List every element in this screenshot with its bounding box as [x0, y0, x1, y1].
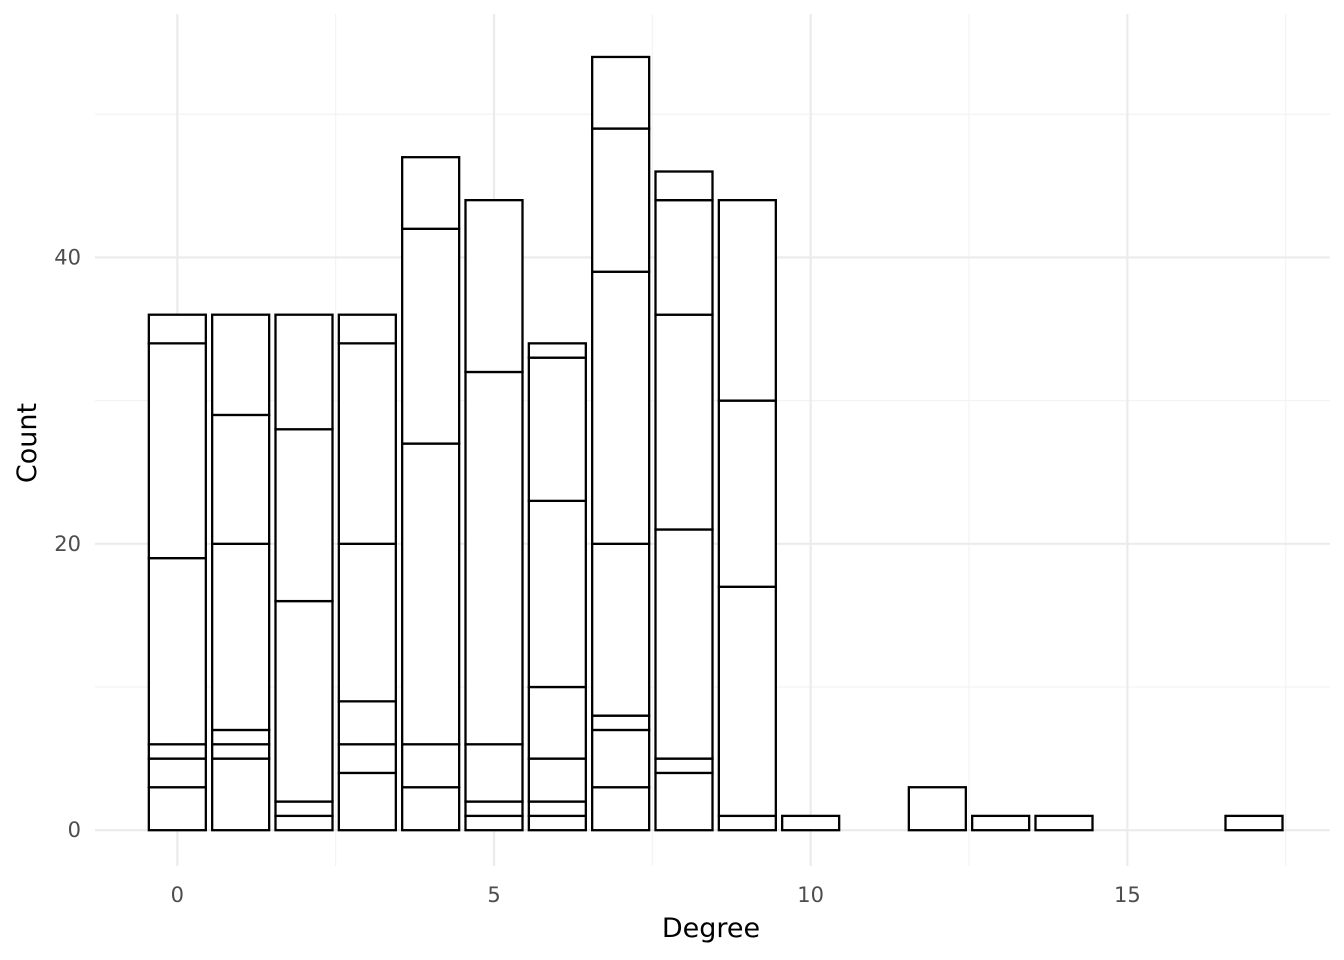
bar-segment [401, 442, 461, 746]
bar-stack [654, 170, 714, 832]
bar-segment [717, 199, 777, 402]
bar-segment [527, 814, 587, 832]
bar-stack [274, 313, 334, 832]
y-axis-title: Count [12, 403, 43, 483]
bar-stack [337, 313, 397, 832]
bar-segment [147, 786, 207, 832]
bars [147, 55, 1284, 832]
x-tick-label: 15 [1114, 883, 1141, 907]
bar-segment [591, 786, 651, 832]
bar-segment [654, 771, 714, 832]
bar-segment [654, 757, 714, 775]
y-tick-label: 40 [54, 245, 81, 269]
bar-segment [274, 313, 334, 431]
bar-segment [337, 313, 397, 345]
bar-stack [147, 313, 207, 832]
bar-segment [717, 585, 777, 818]
bar-segment [337, 771, 397, 832]
bar-segment [527, 757, 587, 803]
bar-stack [781, 814, 841, 832]
bar-segment [591, 127, 651, 273]
bar-segment [527, 356, 587, 503]
bar-segment [274, 814, 334, 832]
bar-segment [654, 528, 714, 760]
bar-segment [211, 743, 271, 760]
bar-segment [654, 170, 714, 202]
bar-segment [591, 728, 651, 789]
bar-segment [211, 757, 271, 832]
bar-stack [717, 199, 777, 832]
bar-segment [147, 743, 207, 760]
bar-segment [337, 743, 397, 775]
bar-segment [401, 156, 461, 230]
bar-stack [464, 199, 524, 832]
bar-segment [717, 399, 777, 588]
bar-segment [274, 800, 334, 818]
x-axis-title: Degree [662, 913, 760, 944]
bar-stack [971, 814, 1031, 832]
bar-stack [211, 313, 271, 832]
bar-segment [211, 413, 271, 545]
bar-segment [274, 428, 334, 603]
bar-segment [401, 786, 461, 832]
bar-segment [527, 800, 587, 818]
bar-segment [464, 199, 524, 374]
y-axis-ticks: 0 20 40 [54, 245, 81, 842]
bar-segment [211, 728, 271, 746]
bar-segment [1034, 814, 1094, 832]
bar-segment [464, 370, 524, 746]
bar-segment [337, 700, 397, 746]
bar-segment [591, 270, 651, 545]
bar-segment [147, 757, 207, 789]
y-tick-label: 20 [54, 532, 81, 556]
y-tick-label: 0 [68, 818, 81, 842]
x-tick-label: 10 [797, 883, 824, 907]
bar-segment [527, 685, 587, 760]
bar-segment [527, 499, 587, 689]
bar-segment [464, 743, 524, 803]
bar-stack [527, 342, 587, 832]
bar-segment [717, 814, 777, 832]
bar-segment [147, 342, 207, 560]
x-tick-label: 5 [487, 883, 500, 907]
bar-segment [337, 542, 397, 703]
bar-segment [907, 786, 967, 832]
bar-segment [401, 743, 461, 789]
x-axis-ticks: 0 5 10 15 [171, 883, 1141, 907]
bar-segment [781, 814, 841, 832]
bar-segment [591, 714, 651, 732]
bar-segment [274, 599, 334, 803]
bar-segment [464, 800, 524, 818]
bar-stack [1034, 814, 1094, 832]
bar-segment [147, 556, 207, 746]
bar-segment [591, 55, 651, 130]
bar-segment [211, 313, 271, 417]
bar-segment [147, 313, 207, 345]
bar-segment [401, 227, 461, 445]
bar-segment [654, 199, 714, 316]
bar-segment [527, 342, 587, 359]
bar-stack [1224, 814, 1284, 832]
bar-stack [401, 156, 461, 832]
x-tick-label: 0 [171, 883, 184, 907]
bar-segment [1224, 814, 1284, 832]
bar-segment [654, 313, 714, 531]
bar-stack [907, 786, 967, 832]
bar-segment [591, 542, 651, 717]
bar-segment [337, 342, 397, 545]
bar-stack [591, 55, 651, 832]
bar-segment [211, 542, 271, 732]
bar-segment [464, 814, 524, 832]
bar-segment [971, 814, 1031, 832]
